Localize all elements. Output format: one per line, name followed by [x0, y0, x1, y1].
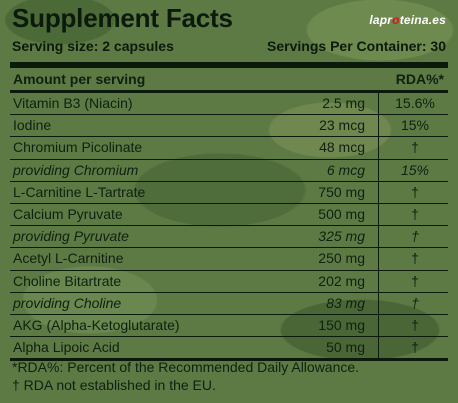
- column-divider: [378, 248, 379, 270]
- logo-text-dot: o: [392, 13, 400, 27]
- ingredient-name: AKG (Alpha-Ketoglutarate): [13, 316, 180, 333]
- ingredient-amount: 500 mg: [318, 205, 365, 222]
- column-divider: [378, 115, 379, 137]
- logo-text-start: lapr: [369, 13, 393, 27]
- table-row: Calcium Pyruvate 500 mg †: [10, 203, 448, 227]
- footnote-rda: *RDA%: Percent of the Recommended Daily …: [12, 359, 360, 375]
- ingredient-rda: 15%: [400, 117, 430, 134]
- footnotes: *RDA%: Percent of the Recommended Daily …: [12, 358, 359, 394]
- ingredient-name: Choline Bitartrate: [13, 272, 122, 289]
- table-row: providing Choline 83 mg †: [10, 292, 448, 315]
- ingredient-rda: †: [411, 272, 419, 289]
- table-row: L-Carnitine L-Tartrate 750 mg †: [10, 181, 448, 204]
- ingredient-amount: 325 mg: [318, 228, 365, 245]
- table-row: Choline Bitartrate 202 mg †: [10, 270, 448, 293]
- ingredient-name: providing Choline: [13, 294, 122, 311]
- ingredient-rda: †: [411, 205, 419, 222]
- ingredient-amount: 23 mcg: [319, 117, 365, 134]
- ingredient-name: Iodine: [13, 117, 52, 134]
- ingredient-name: providing Chromium: [13, 161, 139, 178]
- ingredient-rda: †: [411, 316, 419, 333]
- ingredient-rda: †: [411, 228, 419, 245]
- ingredient-name: Calcium Pyruvate: [13, 205, 123, 222]
- table-body: Vitamin B3 (Niacin) 2.5 mg 15.6% Iodine 23 m…: [10, 93, 448, 362]
- table-row: Vitamin B3 (Niacin) 2.5 mg 15.6%: [10, 93, 448, 116]
- ingredient-name: L-Carnitine L-Tartrate: [13, 183, 146, 200]
- ingredient-name: Chromium Picolinate: [13, 139, 143, 156]
- table-header: Amount per serving RDA%*: [10, 68, 448, 93]
- table-row: providing Chromium 6 mcg 15%: [10, 159, 448, 182]
- table-row: Iodine 23 mcg 15%: [10, 115, 448, 138]
- table-row: providing Pyruvate 325 mg †: [10, 226, 448, 249]
- column-divider: [378, 337, 379, 359]
- ingredient-amount: 50 mg: [326, 339, 365, 356]
- page-title: Supplement Facts: [12, 3, 233, 33]
- ingredient-rda: †: [411, 294, 419, 311]
- ingredient-name: providing Pyruvate: [13, 228, 129, 245]
- column-divider: [378, 159, 379, 181]
- ingredient-amount: 48 mcg: [319, 139, 365, 156]
- ingredient-amount: 202 mg: [318, 272, 365, 289]
- ingredient-rda: 15%: [400, 161, 430, 178]
- facts-table: Amount per serving RDA%* Vitamin B3 (Nia…: [10, 62, 448, 362]
- column-divider: [378, 93, 379, 115]
- table-row: AKG (Alpha-Ketoglutarate) 150 mg †: [10, 314, 448, 338]
- ingredient-amount: 6 mcg: [326, 161, 365, 178]
- table-row: Alpha Lipoic Acid 50 mg †: [10, 337, 448, 362]
- column-divider: [378, 292, 379, 314]
- logo-text-end: teina.es: [399, 13, 446, 27]
- brand-logo: laproteina.es: [369, 13, 446, 27]
- servings-per-container: Servings Per Container: 30: [267, 38, 446, 54]
- ingredient-amount: 250 mg: [318, 250, 365, 267]
- column-divider: [378, 314, 379, 337]
- ingredient-name: Vitamin B3 (Niacin): [13, 95, 133, 111]
- ingredient-amount: 750 mg: [318, 183, 365, 200]
- table-row: Acetyl L-Carnitine 250 mg †: [10, 248, 448, 271]
- table-row: Chromium Picolinate 48 mcg †: [10, 137, 448, 160]
- ingredient-rda: †: [411, 183, 419, 200]
- ingredient-name: Acetyl L-Carnitine: [13, 250, 124, 267]
- ingredient-rda: †: [411, 339, 419, 356]
- column-divider: [378, 181, 379, 203]
- column-divider: [378, 226, 379, 248]
- column-divider: [378, 270, 379, 292]
- ingredient-amount: 2.5 mg: [322, 95, 365, 111]
- ingredient-rda: †: [411, 139, 419, 156]
- header-amount-per-serving: Amount per serving: [13, 71, 146, 87]
- ingredient-amount: 150 mg: [318, 316, 365, 333]
- ingredient-amount: 83 mg: [326, 294, 365, 311]
- column-divider: [378, 137, 379, 159]
- footnote-dagger: † RDA not established in the EU.: [12, 377, 216, 393]
- ingredient-rda: †: [411, 250, 419, 267]
- ingredient-rda: 15.6%: [395, 95, 435, 111]
- top-rule: [10, 62, 448, 68]
- header-rda: RDA%*: [395, 71, 444, 87]
- column-divider: [378, 203, 379, 226]
- serving-size: Serving size: 2 capsules: [12, 38, 174, 54]
- ingredient-name: Alpha Lipoic Acid: [13, 339, 120, 356]
